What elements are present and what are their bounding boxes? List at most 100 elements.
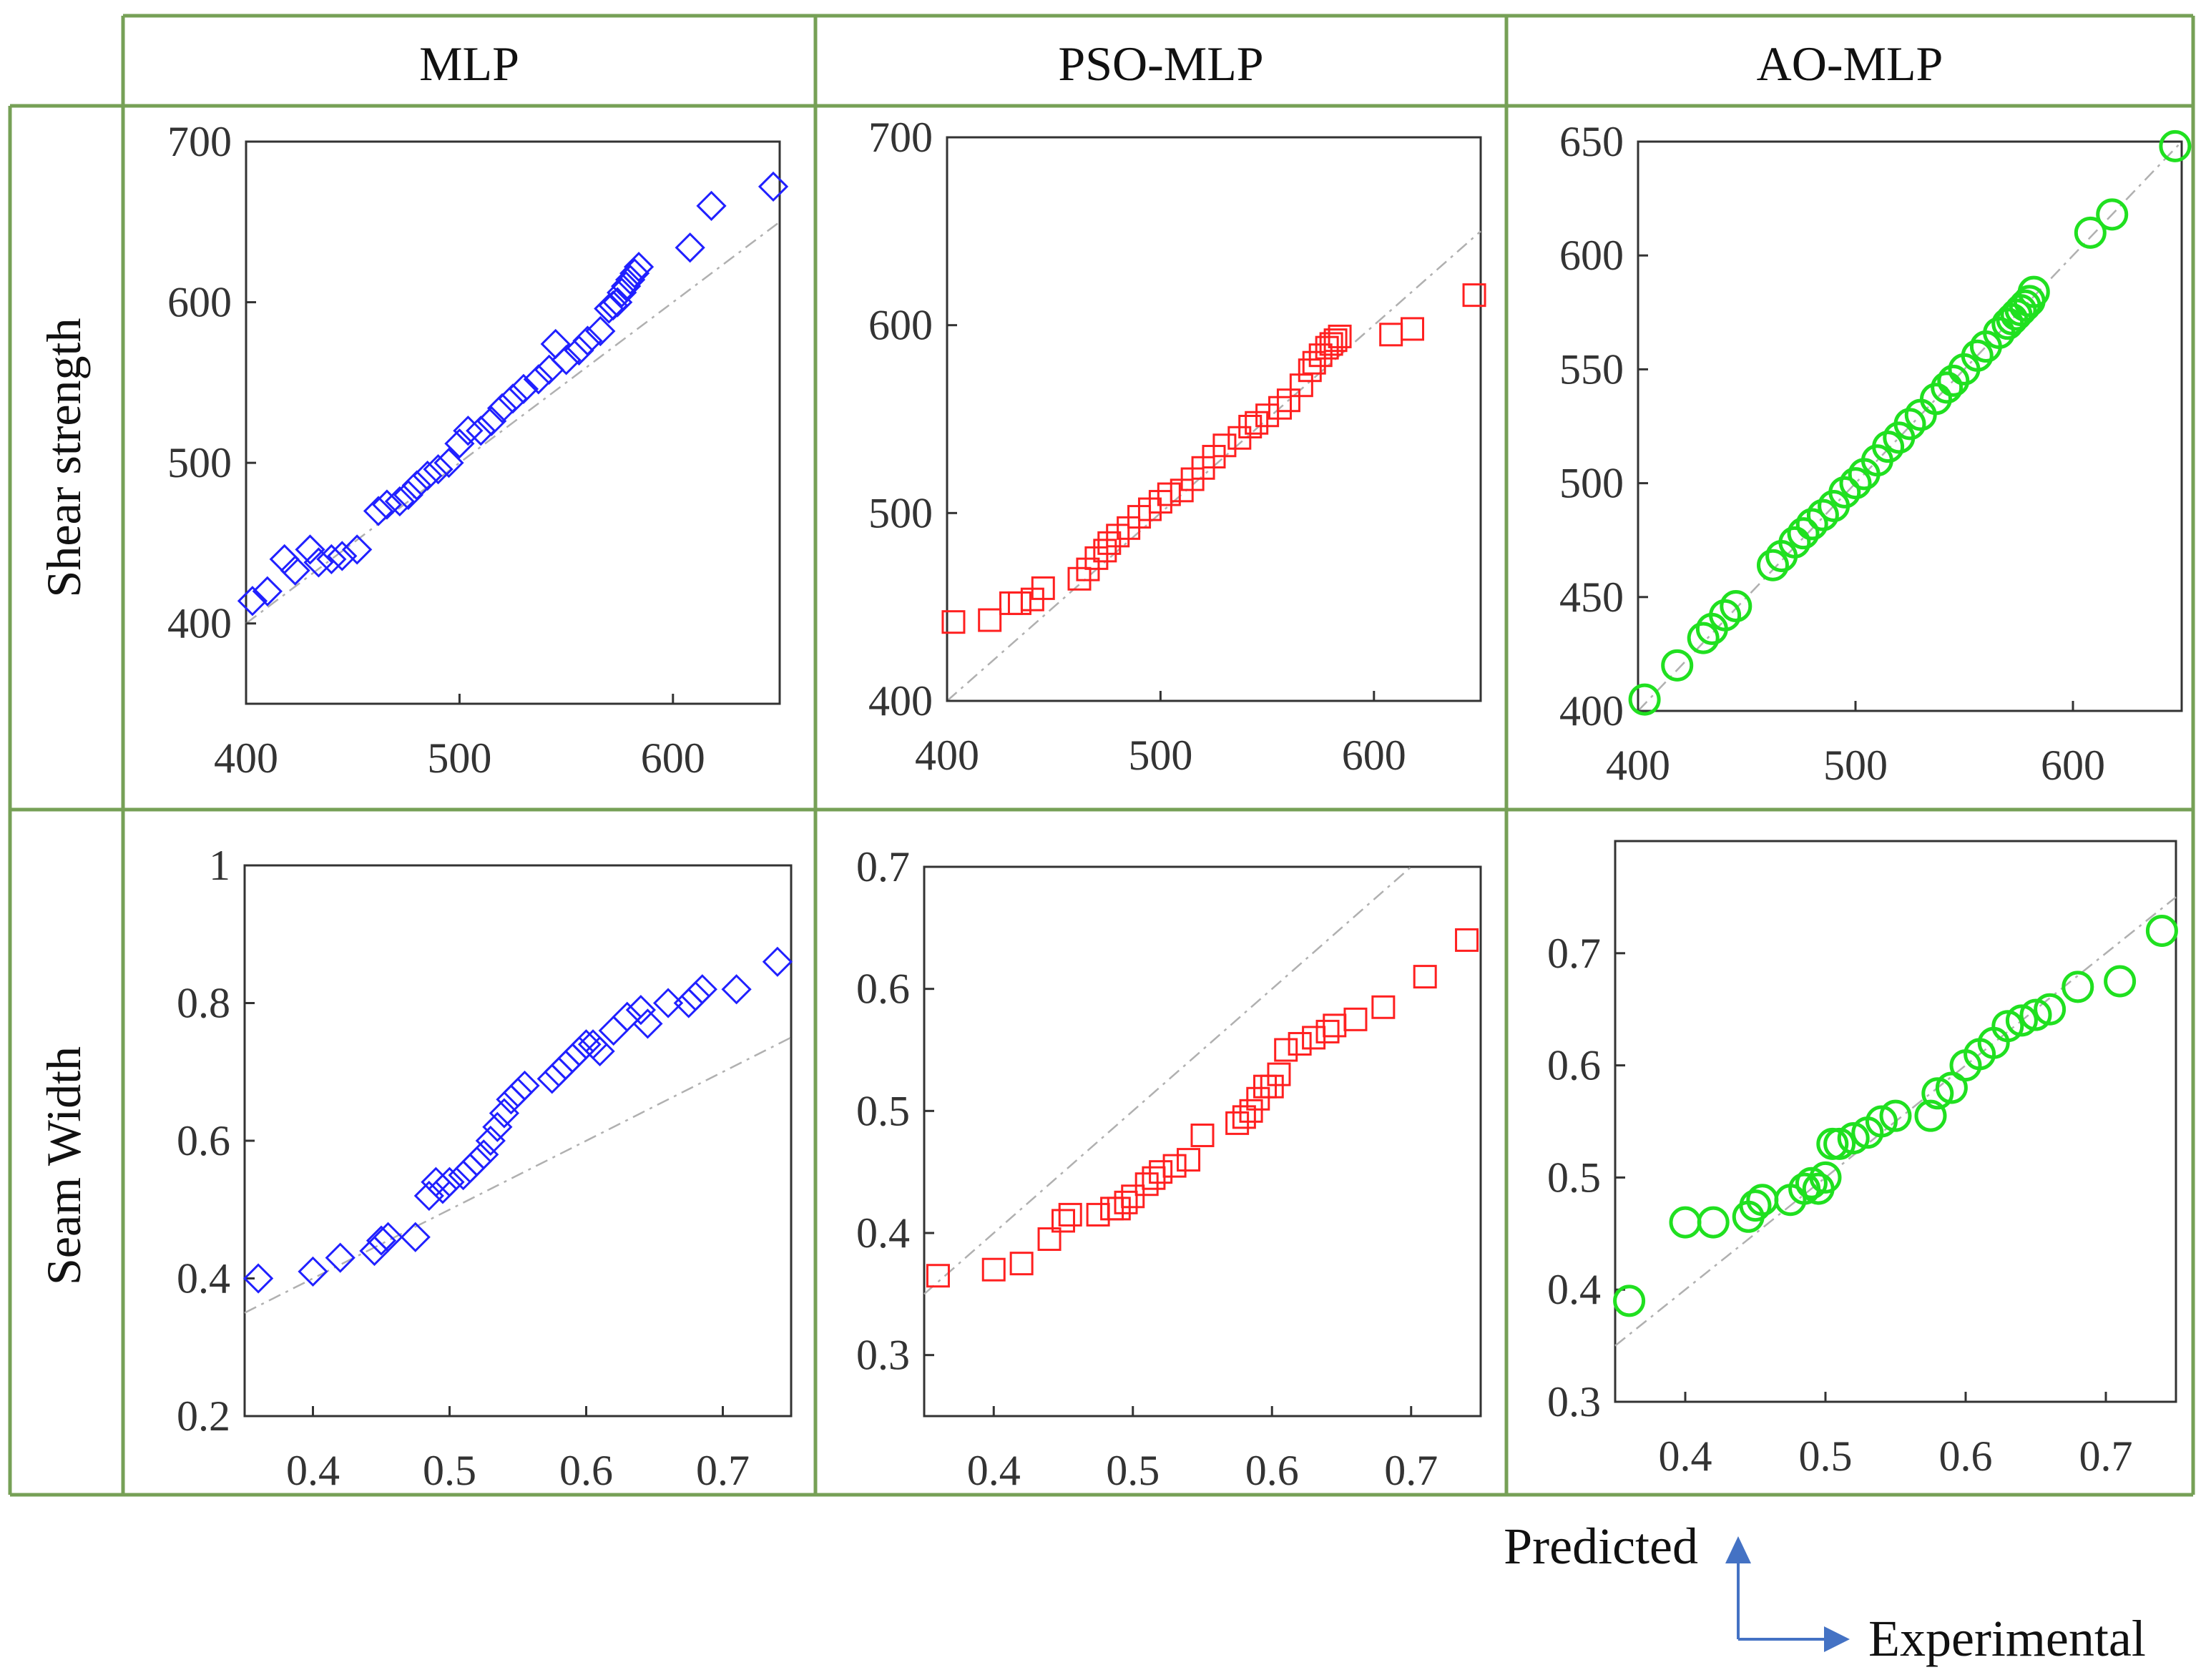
ao-shear-y-tick-label-4: 600 bbox=[1559, 232, 1624, 279]
pso-shear-x-tick-label-0: 400 bbox=[915, 732, 979, 779]
ao-width-y-tick-label-1: 0.4 bbox=[1547, 1266, 1601, 1313]
mlp-shear-plot: 400 500 600 400 500 600 700 bbox=[167, 118, 789, 782]
ao-shear-point-25 bbox=[1961, 339, 1994, 372]
mlp-width-x-tick-label-1: 0.5 bbox=[423, 1447, 476, 1494]
ao-width-x-tick-label-0: 0.4 bbox=[1659, 1433, 1712, 1480]
ao-shear-x-tick-label-1: 500 bbox=[1823, 742, 1888, 789]
mlp-shear-point-4 bbox=[295, 534, 325, 565]
mlp-shear-point-24 bbox=[523, 364, 554, 395]
pso-shear-point-30 bbox=[1302, 350, 1326, 375]
ao-shear-point-21 bbox=[1919, 383, 1952, 416]
mlp-shear-point-36 bbox=[614, 265, 646, 295]
pso-shear-point-0 bbox=[941, 610, 966, 634]
ao-shear-point-35 bbox=[2074, 216, 2107, 249]
mlp-shear-point-10 bbox=[371, 489, 403, 520]
mlp-shear-point-9 bbox=[363, 496, 394, 526]
mlp-shear-point-38 bbox=[623, 252, 655, 283]
ao-width-plot: 0.4 0.5 0.6 0.7 0.3 0.4 0.5 0.6 0.7 bbox=[1547, 840, 2178, 1480]
ao-width-point-10 bbox=[1809, 1161, 1842, 1194]
ao-width-point-16 bbox=[1879, 1099, 1912, 1132]
ao-width-point-25 bbox=[2019, 998, 2052, 1031]
mlp-shear-point-33 bbox=[602, 287, 633, 318]
mlp-shear-point-1 bbox=[252, 576, 283, 606]
mlp-shear-point-20 bbox=[476, 406, 507, 436]
pso-width-point-18 bbox=[1232, 1105, 1256, 1129]
mlp-shear-x-tick-label-2: 600 bbox=[641, 735, 705, 782]
row-header-shear-strength: Shear strength bbox=[36, 318, 91, 598]
mlp-width-point-14 bbox=[469, 1139, 499, 1170]
mlp-shear-y-tick-label-3: 700 bbox=[167, 118, 232, 165]
mlp-shear-point-17 bbox=[444, 428, 475, 459]
pso-shear-point-25 bbox=[1255, 403, 1280, 428]
mlp-shear-point-7 bbox=[327, 541, 358, 571]
mlp-width-y-tick-label-0: 0.2 bbox=[177, 1392, 230, 1440]
ao-shear-point-9 bbox=[1787, 517, 1820, 550]
ao-shear-point-13 bbox=[1828, 476, 1861, 509]
mlp-shear-point-29 bbox=[572, 325, 603, 356]
ao-shear-y-tick-label-1: 450 bbox=[1559, 574, 1624, 621]
mlp-width-point-6 bbox=[400, 1222, 431, 1252]
mlp-shear-point-8 bbox=[342, 534, 373, 565]
legend-predicted-label: Predicted bbox=[1504, 1518, 1698, 1575]
ao-shear-point-8 bbox=[1778, 526, 1811, 559]
mlp-width-point-10 bbox=[434, 1166, 465, 1197]
mlp-width-x-tick-label-0: 0.4 bbox=[286, 1447, 340, 1494]
pso-width-point-8 bbox=[1107, 1197, 1131, 1221]
mlp-shear-point-34 bbox=[607, 277, 637, 308]
mlp-shear-point-37 bbox=[619, 258, 650, 289]
mlp-width-point-25 bbox=[564, 1036, 595, 1066]
mlp-shear-point-18 bbox=[453, 416, 484, 446]
mlp-shear-point-5 bbox=[303, 547, 334, 578]
pso-shear-point-26 bbox=[1268, 396, 1293, 420]
mlp-width-point-15 bbox=[475, 1125, 506, 1156]
col-header-ao-mlp: AO-MLP bbox=[1757, 36, 1943, 91]
mlp-width-x-tick-label-2: 0.6 bbox=[559, 1447, 613, 1494]
ao-shear-point-0 bbox=[1628, 683, 1661, 716]
pso-width-y-tick-label-4: 0.7 bbox=[856, 843, 910, 890]
mlp-width-point-2 bbox=[325, 1242, 356, 1273]
mlp-width-point-17 bbox=[489, 1098, 520, 1129]
mlp-shear-y-tick-label-1: 500 bbox=[167, 439, 232, 486]
pso-width-y-tick-label-2: 0.5 bbox=[856, 1087, 910, 1134]
ao-width-point-26 bbox=[2034, 993, 2067, 1026]
pso-width-point-10 bbox=[1121, 1184, 1145, 1209]
mlp-width-point-9 bbox=[427, 1174, 459, 1204]
axis-legend: Predicted Experimental bbox=[1504, 1518, 2146, 1667]
mlp-width-point-0 bbox=[242, 1263, 274, 1294]
pso-shear-point-10 bbox=[1097, 531, 1122, 555]
mlp-width-point-28 bbox=[584, 1036, 615, 1066]
mlp-width-y-tick-label-4: 1 bbox=[209, 842, 230, 889]
pso-width-point-9 bbox=[1114, 1190, 1138, 1214]
pso-width-point-30 bbox=[1371, 995, 1396, 1019]
mlp-shear-point-14 bbox=[412, 460, 443, 491]
ao-shear-point-14 bbox=[1839, 467, 1872, 500]
pso-shear-point-34 bbox=[1323, 328, 1348, 353]
mlp-shear-point-28 bbox=[564, 335, 594, 366]
ao-width-point-8 bbox=[1795, 1166, 1828, 1199]
ao-shear-point-6 bbox=[1756, 549, 1789, 581]
ao-width-point-24 bbox=[2005, 1004, 2038, 1037]
legend-experimental-label: Experimental bbox=[1868, 1610, 2146, 1667]
pso-width-y-tick-label-1: 0.4 bbox=[856, 1209, 910, 1257]
ao-width-point-0 bbox=[1613, 1284, 1646, 1317]
ao-width-point-29 bbox=[2145, 914, 2178, 947]
pso-shear-point-8 bbox=[1084, 546, 1109, 570]
ao-shear-plot: 400 500 600 400 450 500 550 600 650 bbox=[1559, 118, 2192, 789]
col-header-mlp: MLP bbox=[419, 36, 519, 91]
mlp-shear-point-27 bbox=[551, 345, 582, 375]
mlp-width-point-20 bbox=[509, 1070, 540, 1101]
mlp-width-point-7 bbox=[413, 1180, 444, 1212]
ao-width-point-27 bbox=[2062, 971, 2094, 1003]
mlp-width-y-tick-label-1: 0.4 bbox=[177, 1255, 230, 1302]
ao-shear-y-tick-label-5: 650 bbox=[1559, 118, 1624, 165]
mlp-width-point-4 bbox=[366, 1225, 397, 1256]
pso-width-point-16 bbox=[1190, 1123, 1215, 1147]
pso-width-point-14 bbox=[1162, 1154, 1187, 1178]
ao-width-y-tick-label-2: 0.5 bbox=[1547, 1154, 1601, 1201]
ao-shear-point-37 bbox=[2159, 129, 2192, 162]
ao-width-point-28 bbox=[2104, 965, 2137, 998]
mlp-width-y-tick-label-3: 0.8 bbox=[177, 980, 230, 1027]
ao-shear-point-19 bbox=[1893, 408, 1926, 441]
pso-width-point-12 bbox=[1142, 1166, 1166, 1190]
mlp-width-point-38 bbox=[762, 946, 793, 977]
